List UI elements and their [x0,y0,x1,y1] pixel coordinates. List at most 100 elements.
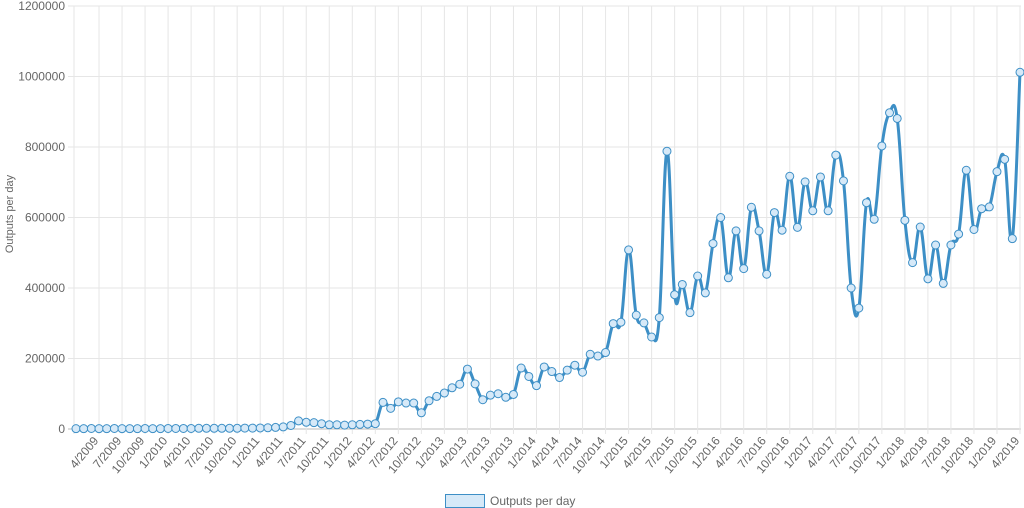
data-point [332,420,342,430]
data-point [209,423,219,433]
data-point [731,226,741,236]
data-point [263,423,273,433]
data-point [117,424,127,434]
data-point [792,222,802,232]
data-point [992,167,1002,177]
y-tick-label: 0 [58,422,65,436]
data-point [393,397,403,407]
data-point [363,419,373,429]
y-tick-label: 1000000 [18,70,65,84]
data-point [178,423,188,433]
data-point [125,424,135,434]
data-point [470,379,480,389]
data-point [838,176,848,186]
data-point [677,279,687,289]
y-tick-label: 800000 [25,140,65,154]
legend[interactable]: Outputs per day [445,494,575,508]
data-point [140,423,150,433]
data-point [908,258,918,268]
data-point [132,424,142,434]
data-point [493,389,503,399]
data-point [593,351,603,361]
data-point [923,274,933,284]
data-point [1000,154,1010,164]
data-point [578,367,588,377]
data-point [938,278,948,288]
data-point [340,420,350,430]
series-line [75,72,1022,431]
data-point [785,171,795,181]
data-point [508,389,518,399]
data-point [271,422,281,432]
data-point [555,373,565,383]
data-point [278,422,288,432]
data-point [647,332,657,342]
data-point [171,423,181,433]
data-point [424,396,434,406]
data-point [416,408,426,418]
data-point [516,363,526,373]
data-point [639,318,649,328]
data-point [823,206,833,216]
data-point [961,165,971,175]
data-point [248,423,258,433]
data-point [746,202,756,212]
data-point [324,420,334,430]
data-point [478,395,488,405]
data-point [716,213,726,222]
data-point [217,423,227,433]
data-point [439,388,449,398]
data-point [654,313,664,323]
data-point [946,240,956,250]
data-point [501,392,511,402]
data-point [370,419,380,429]
data-point [969,224,979,234]
data-point [885,108,895,118]
data-point [877,141,887,151]
data-point [102,424,112,434]
data-point [255,423,265,433]
grid-lines [68,5,1021,434]
data-point [762,269,772,279]
data-point [455,379,465,389]
data-point [739,264,749,274]
data-point [186,423,196,433]
data-point [432,391,442,401]
data-point [539,362,549,372]
y-tick-label: 400000 [25,281,65,295]
data-point [562,365,572,375]
data-point [447,383,457,393]
y-tick-label: 1200000 [18,0,65,13]
data-point [977,204,987,214]
data-point [347,420,357,430]
data-point [309,418,319,428]
data-point [531,381,541,391]
data-point [1007,234,1017,244]
data-point [815,172,825,182]
data-point [462,364,472,374]
data-point [984,202,994,212]
data-point [71,424,81,434]
data-point [155,424,165,434]
data-point [800,177,810,187]
data-point [401,398,411,408]
data-point [240,423,250,433]
data-point [915,222,925,232]
data-point [378,397,388,407]
data-point [631,310,641,320]
y-axis-label: Outputs per day [4,174,16,254]
data-point [854,303,864,313]
data-point [194,423,204,433]
data-point [601,348,611,358]
y-axis-ticks: 0 200000 400000 600000 800000 1000000 1200000 [18,0,65,436]
data-point [624,245,634,255]
data-point [846,283,856,293]
y-tick-label: 600000 [25,211,65,225]
data-point [570,360,580,370]
data-point [693,271,703,281]
data-point [547,367,557,377]
data-point [700,288,710,298]
data-point [524,371,534,381]
data-point [585,349,595,359]
